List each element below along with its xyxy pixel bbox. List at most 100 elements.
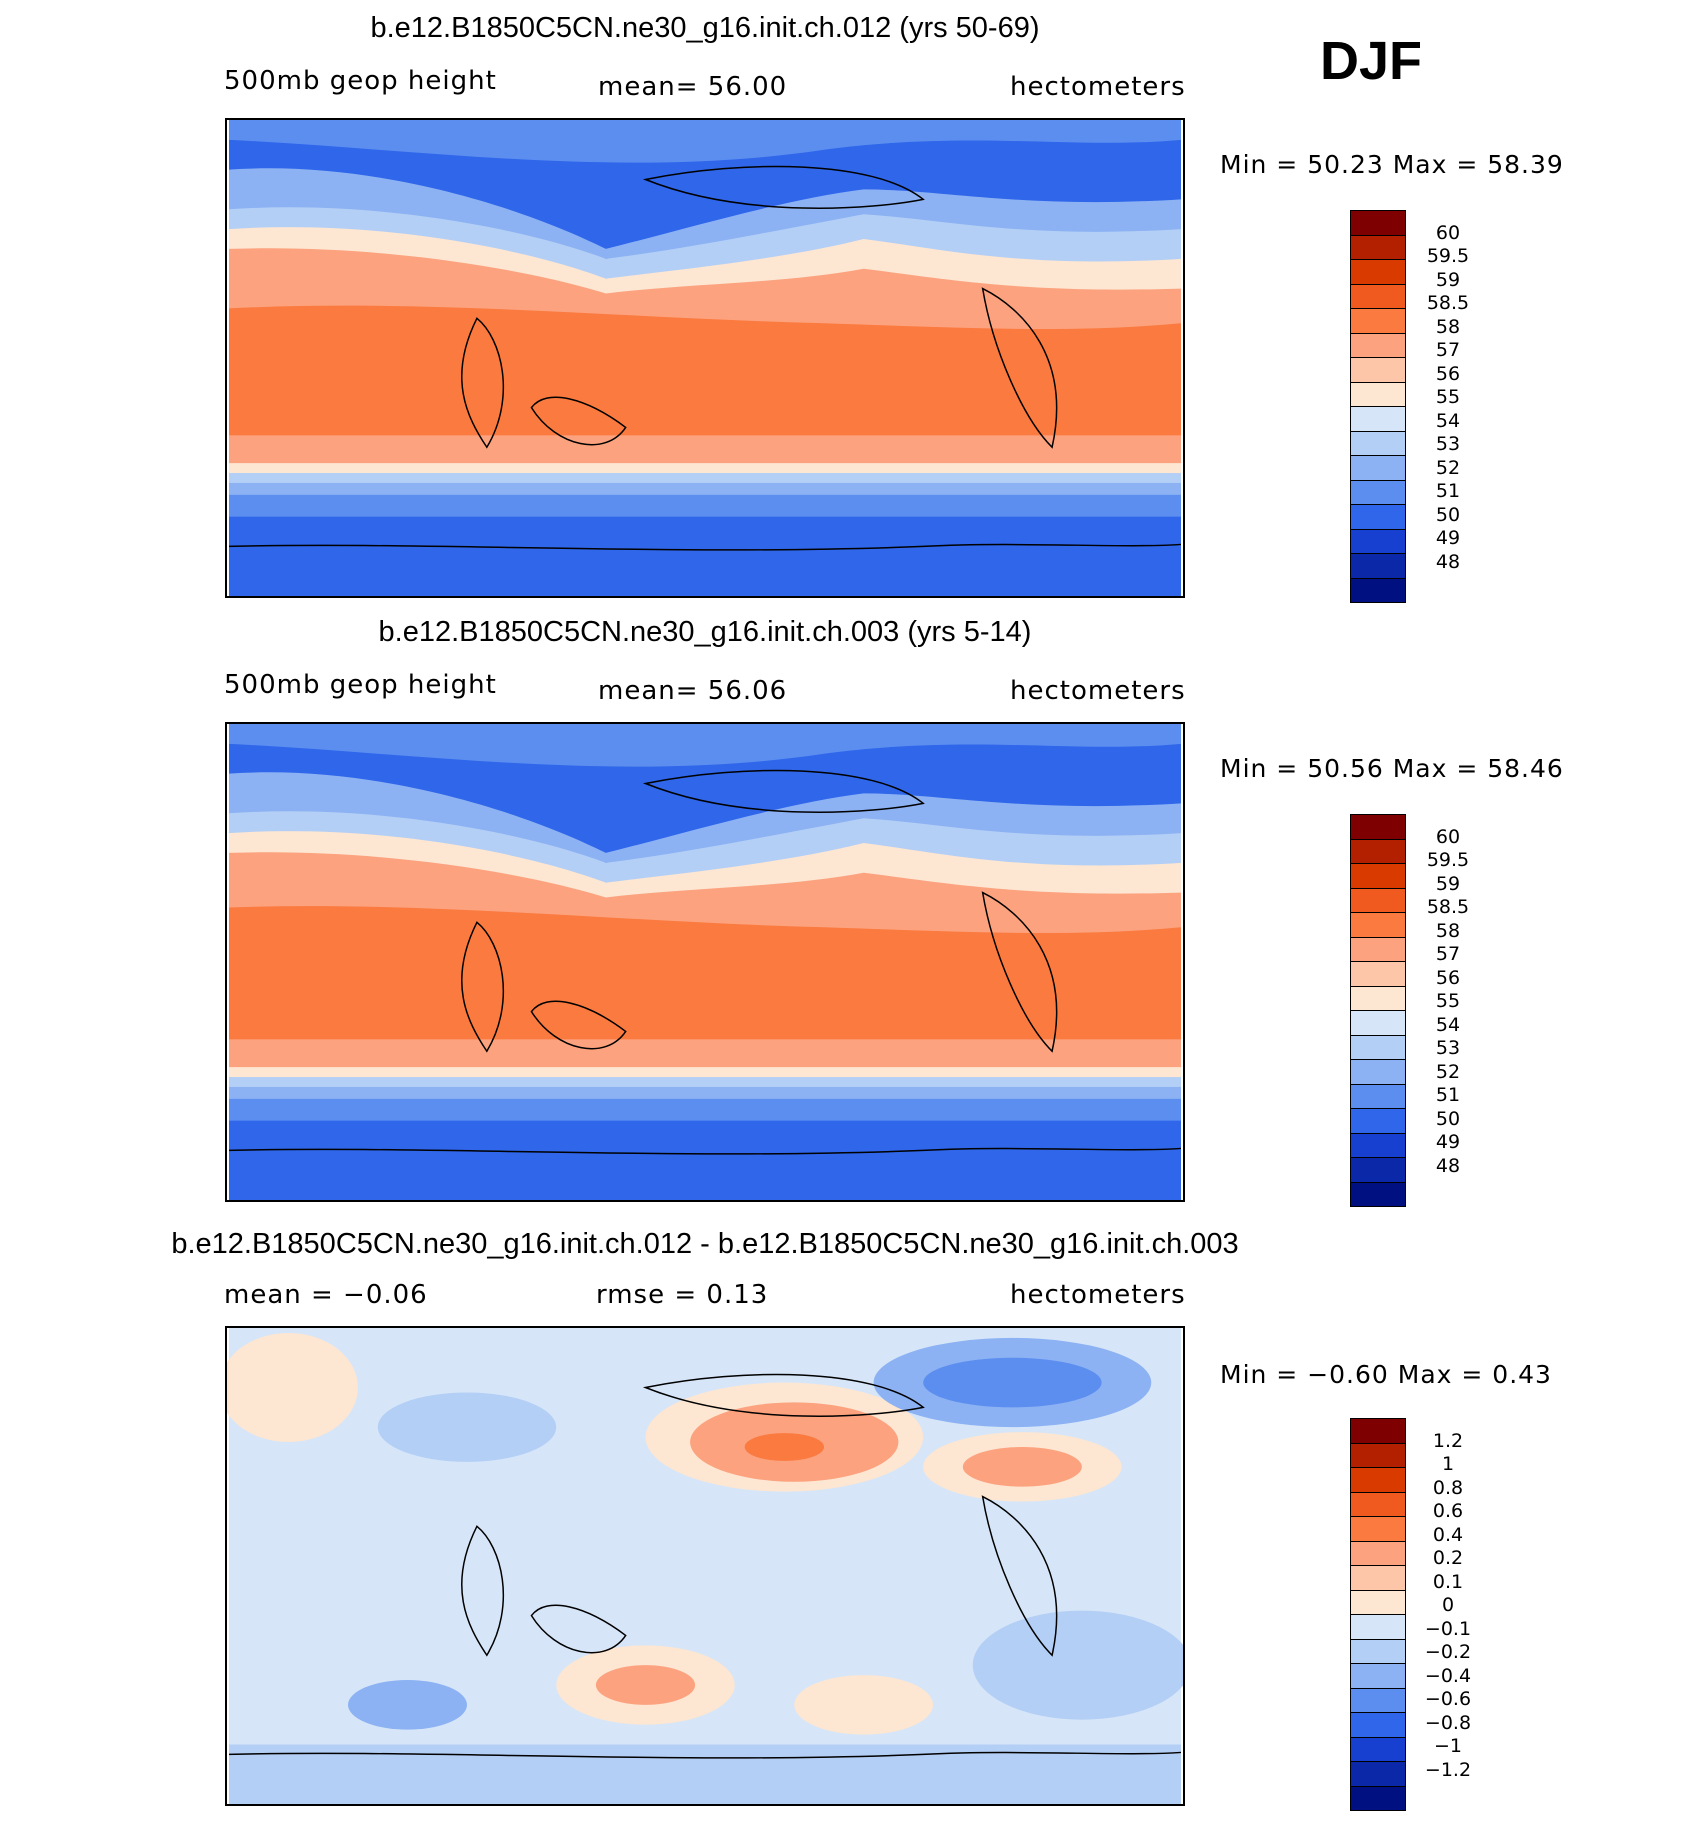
colorbar-box	[1350, 1712, 1406, 1737]
panel-2-minmax: Min = 50.56 Max = 58.46	[1220, 754, 1564, 783]
panel-1-title: b.e12.B1850C5CN.ne30_g16.init.ch.012 (yr…	[370, 12, 1040, 44]
colorbar-label: −1	[1433, 1735, 1462, 1757]
colorbar-label: −0.8	[1424, 1711, 1472, 1734]
colorbar-box	[1350, 1516, 1406, 1541]
colorbar-label: 48	[1435, 1154, 1461, 1177]
colorbar-label: 55	[1435, 990, 1461, 1012]
colorbar-label: 57	[1435, 943, 1461, 965]
colorbar-box	[1350, 1083, 1406, 1108]
colorbar-label: 49	[1435, 1131, 1461, 1153]
colorbar-box	[1350, 1442, 1406, 1467]
colorbar-label: −0.2	[1424, 1641, 1472, 1663]
colorbar-box	[1350, 577, 1406, 603]
colorbar-box	[1350, 1132, 1406, 1157]
colorbar-label: 49	[1435, 527, 1461, 549]
colorbar-box	[1350, 1157, 1406, 1182]
colorbar-box	[1350, 1108, 1406, 1133]
colorbar-label: 1	[1441, 1453, 1455, 1475]
colorbar-box	[1350, 961, 1406, 986]
colorbar-label: 55	[1435, 386, 1461, 408]
colorbar-box	[1350, 308, 1406, 333]
colorbar-box	[1350, 1034, 1406, 1059]
colorbar-label: 51	[1435, 480, 1461, 502]
colorbar-box	[1350, 234, 1406, 259]
colorbar-label: 53	[1435, 433, 1461, 455]
colorbar-box	[1350, 887, 1406, 912]
colorbar-box	[1350, 455, 1406, 480]
colorbar-label: 0.8	[1432, 1476, 1464, 1499]
colorbar-box	[1350, 1565, 1406, 1590]
colorbar-box	[1350, 504, 1406, 529]
colorbar-box	[1350, 1418, 1406, 1443]
colorbar-box	[1350, 985, 1406, 1010]
panel-3-right-label: hectometers	[1010, 1280, 1186, 1310]
colorbar-box	[1350, 479, 1406, 504]
colorbar-label: 54	[1435, 409, 1461, 432]
colorbar-box	[1350, 1761, 1406, 1786]
panel-2-contour-field	[228, 724, 1182, 1200]
panel-3-left-label: mean = −0.06	[224, 1280, 428, 1310]
panel-3-minmax: Min = −0.60 Max = 0.43	[1220, 1360, 1552, 1389]
colorbar-box	[1350, 1687, 1406, 1712]
panel-2-map	[225, 722, 1185, 1202]
colorbar-box	[1350, 1638, 1406, 1663]
colorbar-box	[1350, 381, 1406, 406]
colorbar-label: 59.5	[1426, 245, 1470, 267]
colorbar-box	[1350, 430, 1406, 455]
colorbar-box	[1350, 1785, 1406, 1811]
colorbar-label: 0.4	[1432, 1523, 1464, 1546]
colorbar-box	[1350, 283, 1406, 308]
colorbar-label: −1.2	[1424, 1758, 1472, 1781]
colorbar-label: 52	[1435, 1060, 1461, 1083]
colorbar-label: 59	[1435, 268, 1461, 291]
panel-3-center-label: rmse = 0.13	[596, 1280, 769, 1310]
colorbar-label: 60	[1435, 825, 1461, 848]
panel-2-center-label: mean= 56.06	[598, 676, 788, 706]
panel-1-map	[225, 118, 1185, 598]
colorbar-label: −0.1	[1424, 1617, 1472, 1640]
colorbar-label: 58.5	[1426, 896, 1470, 918]
colorbar-label: −0.6	[1424, 1688, 1472, 1710]
colorbar-box	[1350, 332, 1406, 357]
panel-2-title: b.e12.B1850C5CN.ne30_g16.init.ch.003 (yr…	[378, 616, 1032, 648]
colorbar-box	[1350, 357, 1406, 382]
panel-3-colorbar	[1350, 1418, 1406, 1811]
colorbar-label: 0	[1441, 1594, 1455, 1616]
panel-1-contour-field	[228, 120, 1182, 596]
colorbar-label: 59	[1435, 872, 1461, 895]
colorbar-label: 58	[1435, 919, 1461, 942]
panel-2-right-label: hectometers	[1010, 676, 1186, 706]
colorbar-label: 50	[1435, 503, 1461, 526]
colorbar-box	[1350, 553, 1406, 578]
colorbar-label: 53	[1435, 1037, 1461, 1059]
colorbar-label: 50	[1435, 1107, 1461, 1130]
colorbar-label: 58	[1435, 315, 1461, 338]
colorbar-label: 56	[1435, 966, 1461, 989]
panel-1-left-label: 500mb geop height	[224, 66, 497, 96]
panel-3-contour-field	[227, 1328, 1183, 1804]
colorbar-label: 54	[1435, 1013, 1461, 1036]
colorbar-box	[1350, 814, 1406, 839]
panel-2-left-label: 500mb geop height	[224, 670, 497, 700]
colorbar-box	[1350, 210, 1406, 235]
colorbar-box	[1350, 1467, 1406, 1492]
colorbar-label: −0.4	[1424, 1664, 1472, 1687]
panel-1-center-label: mean= 56.00	[598, 72, 788, 102]
colorbar-label: 51	[1435, 1084, 1461, 1106]
colorbar-box	[1350, 259, 1406, 284]
colorbar-label: 0.1	[1432, 1570, 1464, 1593]
colorbar-label: 59.5	[1426, 849, 1470, 871]
colorbar-box	[1350, 1010, 1406, 1035]
panel-3-title: b.e12.B1850C5CN.ne30_g16.init.ch.012 - b…	[171, 1228, 1239, 1260]
panel-1-colorbar	[1350, 210, 1406, 603]
colorbar-box	[1350, 1589, 1406, 1614]
colorbar-box	[1350, 1736, 1406, 1761]
colorbar-label: 60	[1435, 221, 1461, 244]
colorbar-box	[1350, 838, 1406, 863]
colorbar-box	[1350, 1491, 1406, 1516]
colorbar-label: 57	[1435, 339, 1461, 361]
panel-1-right-label: hectometers	[1010, 72, 1186, 102]
colorbar-box	[1350, 1663, 1406, 1688]
colorbar-label: 48	[1435, 550, 1461, 573]
colorbar-box	[1350, 1059, 1406, 1084]
